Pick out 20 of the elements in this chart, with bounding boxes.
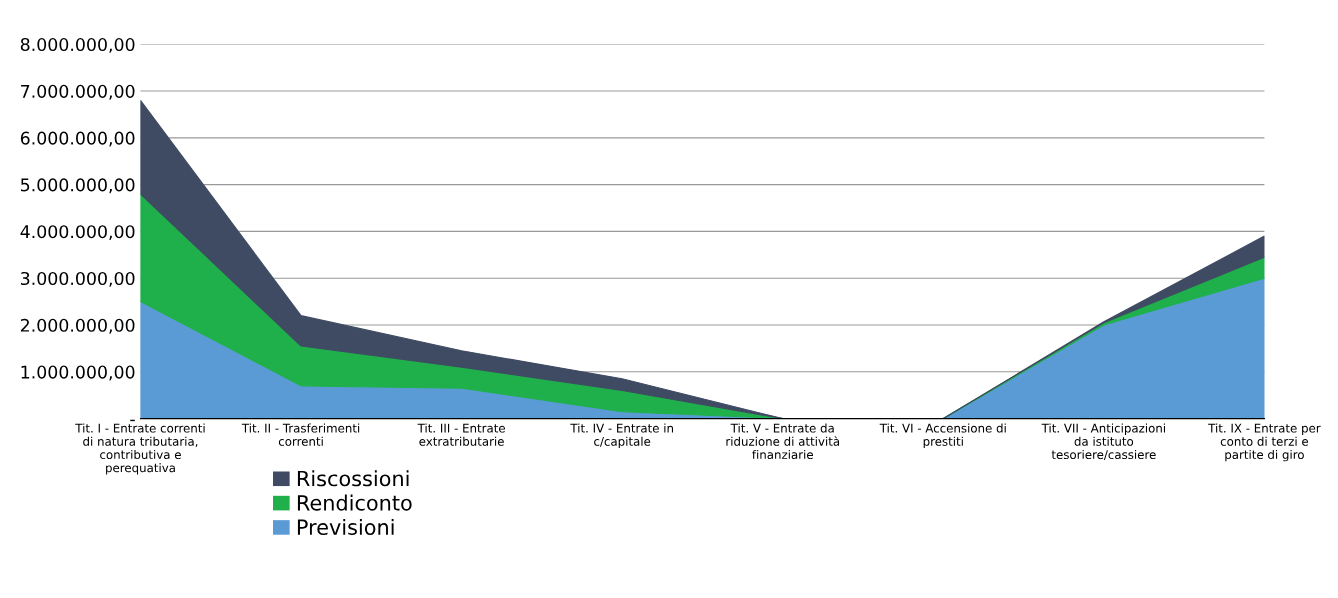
legend-label: Previsioni (297, 518, 394, 536)
x-tick-label: Tit. I - Entrate correnti di natura tributaria, contributiva e perequativa (75, 423, 205, 475)
x-tick-label: Tit. IX - Entrate per conto di terzi e partite di giro (1208, 423, 1321, 462)
x-tick-label: Tit. V - Entrate da riduzione di attività finanziarie (726, 423, 840, 460)
y-tick-label: - (130, 419, 135, 422)
y-tick-label: 7.000.000,00 (21, 84, 135, 100)
x-tick-label: Tit. IV - Entrate in c/capitale (570, 423, 673, 449)
legend-label: Riscossioni (297, 470, 409, 487)
y-tick-label: 3.000.000,00 (20, 271, 135, 287)
y-tick-label: 1.000.000,00 (21, 365, 135, 381)
y-tick-label: 8.000.000,00 (20, 37, 135, 53)
y-tick-label: 2.000.000,00 (20, 318, 135, 334)
x-tick-label: Tit. III - Entrate extratributarie (417, 423, 505, 446)
y-tick-label: 5.000.000,00 (21, 178, 135, 194)
legend-label: Rendiconto (297, 494, 412, 511)
x-tick-label: Tit. VII - Anticipazioni da istituto tesoriere/cassiere (1041, 423, 1165, 460)
y-tick-label: 6.000.000,00 (20, 131, 135, 147)
x-tick-label: Tit. VI - Accensione di prestiti (879, 423, 1006, 449)
y-tick-label: 4.000.000,00 (20, 225, 135, 241)
x-tick-label: Tit. II - Trasferimenti correnti (241, 423, 360, 446)
